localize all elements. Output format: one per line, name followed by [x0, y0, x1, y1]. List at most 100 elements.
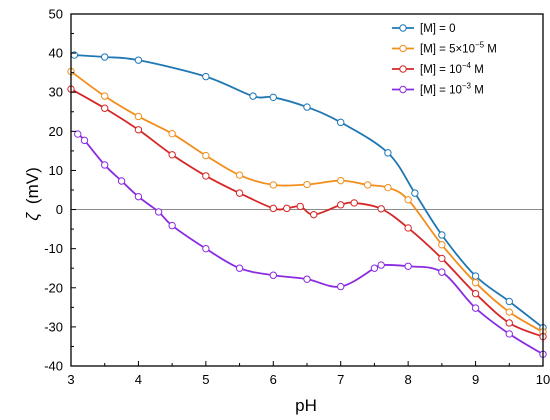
series-2-point-7	[269, 181, 277, 189]
series-3-point-2	[101, 104, 109, 112]
series-2-point-3	[134, 112, 143, 121]
series-1-point-10	[411, 189, 419, 197]
series-4-point-5	[134, 192, 143, 201]
legend-label: [M] = 5×10−5 M	[420, 41, 497, 56]
series-3-point-7	[269, 204, 277, 213]
x-tick-label-6: 6	[270, 372, 277, 387]
series-2-point-10	[363, 181, 372, 189]
x-tick-label-8: 8	[405, 372, 412, 387]
series-1-point-11	[438, 231, 446, 239]
series-3-point-16	[471, 289, 480, 298]
series-3-point-4	[168, 151, 176, 159]
y-axis-label-unit: (mV)	[23, 167, 42, 204]
series-1-point-13	[505, 297, 513, 306]
x-tick-label-7: 7	[337, 372, 344, 387]
legend-entry-1: [M] = 0	[392, 23, 455, 35]
y-tick-label-40: 40	[49, 46, 63, 61]
series-3-point-11	[337, 201, 345, 209]
series-3-point-10	[310, 210, 318, 219]
series-4-point-4	[117, 177, 126, 185]
legend-entry-2: [M] = 5×10−5 M	[392, 41, 497, 56]
axes: 3 4 5 6 7 8 9 10 -40 -30 -20 -10 0 10 20 30 40 50	[44, 7, 550, 388]
series-3-line	[70, 88, 544, 338]
series-2-point-4	[168, 129, 176, 138]
x-tick-label-9: 9	[472, 372, 479, 387]
x-tick-label-4: 4	[135, 372, 142, 387]
series-2-point-9	[337, 176, 345, 185]
series-4-point-15	[404, 262, 412, 270]
legend-label-text: M	[471, 64, 484, 76]
series-1-point-7	[303, 103, 311, 111]
legend-entry-4: [M] = 10−3 M	[392, 82, 484, 97]
series-3-point-15	[438, 254, 446, 263]
x-tick-label-10: 10	[536, 372, 550, 387]
series-1-line	[74, 54, 544, 329]
series-3-point-17	[505, 319, 513, 327]
series-4-point-10	[269, 271, 277, 279]
plot-area	[67, 51, 547, 358]
legend-label-text: [M] = 5×10	[420, 44, 475, 56]
y-tick-label-0: 0	[56, 202, 63, 217]
x-tick-label-3: 3	[67, 372, 74, 387]
series-2-point-2	[101, 92, 109, 100]
series-1-point-3	[134, 56, 143, 64]
series-1-point-8	[337, 118, 345, 127]
y-tick-label--10: -10	[44, 241, 63, 256]
series-2-point-12	[404, 196, 412, 204]
legend-label: [M] = 0	[420, 23, 455, 35]
y-tick-label-30: 30	[49, 85, 63, 100]
series-4-point-16	[438, 268, 446, 276]
series-4-point-13	[370, 264, 379, 272]
series-2-point-14	[471, 278, 480, 287]
series-4-point-18	[505, 330, 513, 338]
legend-swatch-marker	[399, 65, 407, 73]
y-tick-label--20: -20	[44, 280, 63, 295]
legend-entry-3: [M] = 10−4 M	[392, 61, 484, 76]
series-1-point-5	[249, 92, 257, 100]
series-1-point-6	[269, 93, 277, 102]
series-1-point-9	[384, 149, 392, 157]
legend-label-text: M	[484, 44, 497, 56]
series-4-line	[77, 133, 544, 356]
series-3-point-6	[235, 189, 244, 197]
legend-label: [M] = 10−4 M	[420, 61, 484, 76]
legend-swatch-marker	[399, 85, 407, 94]
y-axis-label: ζ (mV)	[23, 167, 42, 220]
y-tick-label--40: -40	[44, 359, 63, 374]
series-4-point-1	[74, 130, 82, 138]
series-4-point-8	[202, 244, 210, 253]
legend-label-text: [M] = 10	[420, 64, 462, 76]
series-3-point-5	[202, 172, 210, 180]
series-3-point-3	[134, 126, 143, 134]
legend-label-text: M	[471, 85, 484, 97]
y-tick-label-20: 20	[49, 124, 63, 139]
legend-label-text: [M] = 10	[420, 85, 462, 97]
series-3-point-13	[377, 205, 385, 213]
series-3-point-12	[350, 199, 358, 207]
legend-label-exponent: −5	[475, 41, 485, 50]
series-2-point-8	[303, 180, 311, 189]
y-tick-label-50: 50	[49, 7, 63, 22]
legend-label-exponent: −3	[462, 82, 472, 91]
series-2-point-11	[384, 183, 392, 192]
series-1-point-2	[101, 53, 109, 61]
series-4-point-3	[101, 161, 109, 169]
series-4-point-11	[303, 275, 311, 283]
series-3-point-8	[283, 204, 291, 213]
series-4-point-2	[80, 136, 89, 145]
series-2-line	[70, 70, 544, 333]
series-1-point-4	[202, 72, 210, 81]
series-3	[67, 85, 547, 341]
series-3-point-14	[404, 224, 412, 232]
x-axis-label: pH	[295, 396, 317, 415]
x-tick-label-5: 5	[202, 372, 209, 387]
y-axis-label-symbol: ζ	[23, 212, 42, 221]
series-2-point-5	[202, 151, 210, 160]
legend-swatch-marker	[399, 44, 407, 53]
series-2-point-6	[235, 171, 244, 179]
series-4-point-9	[235, 264, 244, 272]
legend-label: [M] = 10−3 M	[420, 82, 484, 97]
series-3-point-9	[296, 202, 304, 211]
series-4-point-6	[154, 208, 163, 216]
